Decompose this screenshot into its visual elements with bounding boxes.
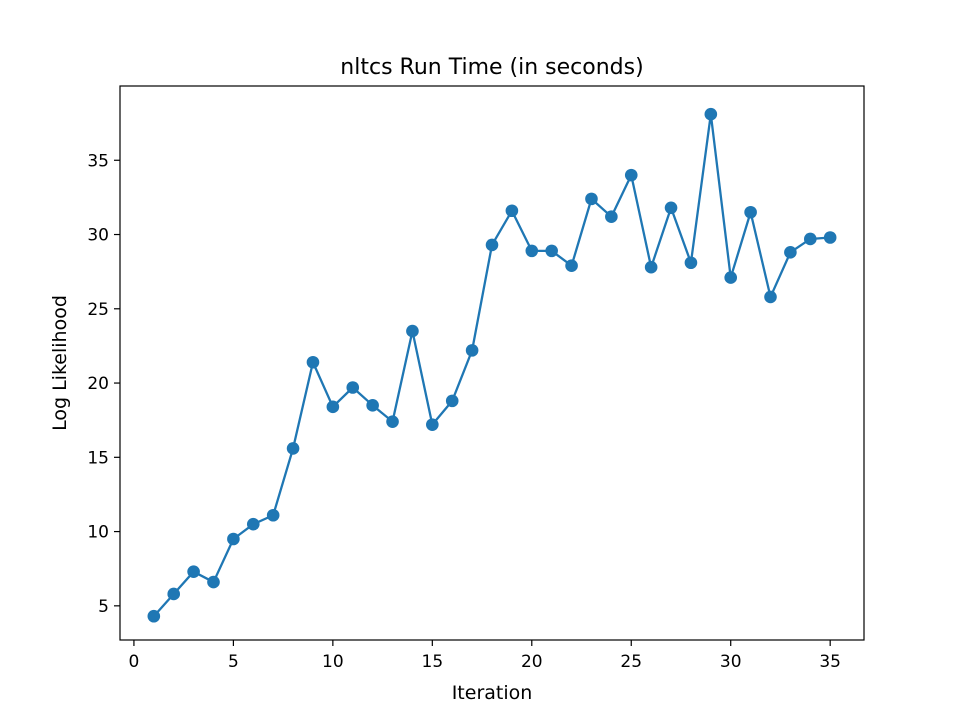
data-point bbox=[803, 232, 817, 246]
data-point bbox=[605, 210, 618, 224]
data-point bbox=[386, 415, 399, 428]
data-point bbox=[306, 355, 320, 369]
data-point bbox=[644, 260, 658, 274]
y-axis-label: Log Likelihood bbox=[49, 295, 71, 431]
data-point bbox=[187, 565, 200, 578]
y-tick-label: 35 bbox=[87, 151, 109, 171]
chart-title: nltcs Run Time (in seconds) bbox=[340, 55, 643, 80]
series-group bbox=[147, 107, 837, 623]
x-tick-label: 5 bbox=[228, 652, 239, 672]
x-tick-label: 20 bbox=[521, 652, 543, 672]
data-point bbox=[445, 394, 459, 408]
x-tick-label: 30 bbox=[720, 652, 742, 672]
y-tick-label: 25 bbox=[87, 300, 109, 320]
data-point bbox=[426, 418, 439, 431]
data-point bbox=[266, 508, 280, 522]
data-point bbox=[704, 107, 718, 121]
data-point bbox=[366, 399, 379, 412]
data-point bbox=[784, 246, 797, 259]
y-tick-label: 5 bbox=[98, 597, 109, 617]
data-point bbox=[246, 517, 260, 531]
data-point bbox=[744, 205, 757, 219]
data-point bbox=[565, 259, 578, 273]
x-axis-ticks: 0 5 10 15 20 25 30 35 bbox=[129, 640, 841, 672]
y-tick-label: 20 bbox=[87, 374, 109, 394]
data-point bbox=[823, 231, 837, 244]
data-point bbox=[326, 400, 340, 414]
data-point bbox=[684, 256, 698, 270]
data-point bbox=[545, 244, 558, 258]
x-tick-label: 25 bbox=[620, 652, 642, 672]
data-point bbox=[764, 290, 777, 304]
data-point bbox=[207, 575, 220, 589]
series-line bbox=[152, 113, 831, 618]
data-point bbox=[227, 532, 240, 546]
data-point bbox=[525, 244, 539, 258]
y-tick-label: 10 bbox=[87, 523, 109, 543]
x-tick-label: 0 bbox=[129, 652, 140, 672]
plot-frame bbox=[119, 85, 865, 641]
x-axis-label: Iteration bbox=[452, 682, 533, 704]
data-point bbox=[406, 324, 419, 338]
data-point bbox=[485, 238, 499, 252]
x-tick-label: 35 bbox=[819, 652, 841, 672]
y-axis-ticks: 5 10 15 20 25 30 35 bbox=[87, 151, 120, 617]
y-tick-label: 30 bbox=[87, 226, 109, 246]
data-point bbox=[624, 168, 638, 182]
data-point bbox=[346, 381, 360, 394]
y-tick-label: 15 bbox=[87, 448, 109, 468]
data-point bbox=[664, 201, 678, 215]
data-point bbox=[724, 271, 738, 284]
data-point bbox=[585, 192, 598, 206]
x-tick-label: 10 bbox=[322, 652, 344, 672]
data-point bbox=[465, 344, 479, 357]
data-point bbox=[147, 609, 161, 623]
data-point bbox=[167, 587, 181, 601]
data-point bbox=[286, 442, 300, 455]
data-point bbox=[505, 204, 519, 218]
x-tick-label: 15 bbox=[422, 652, 444, 672]
